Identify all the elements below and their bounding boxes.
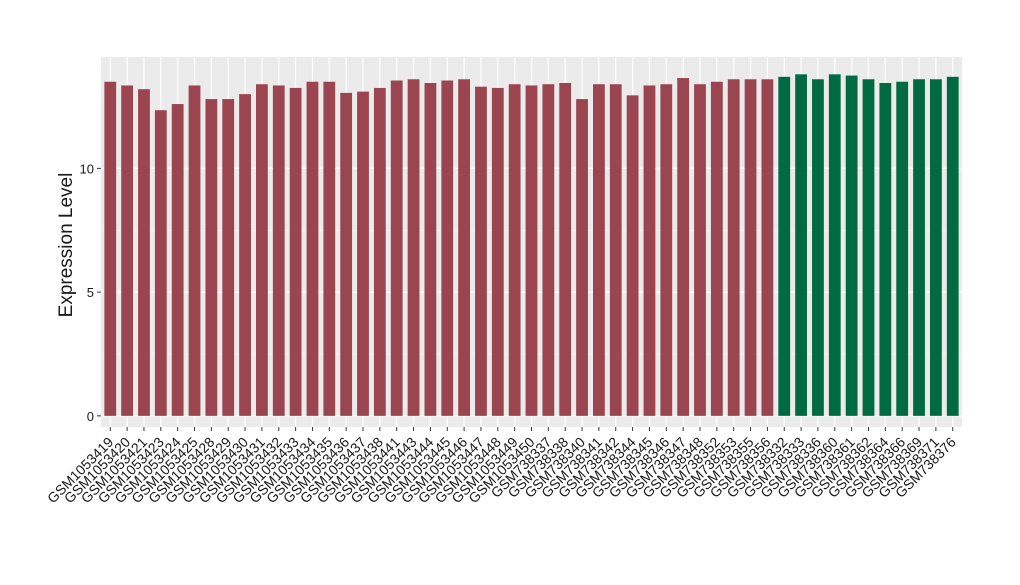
bar <box>390 80 403 416</box>
bar <box>272 85 285 416</box>
bar <box>845 75 858 416</box>
bar <box>778 76 791 416</box>
bar <box>138 89 150 416</box>
bar <box>171 104 184 416</box>
bar <box>475 86 487 416</box>
bar <box>222 99 235 416</box>
bar <box>357 91 369 416</box>
bar <box>525 85 538 416</box>
bar <box>795 74 807 416</box>
y-tick-label: 0 <box>87 409 94 424</box>
bar <box>289 87 302 416</box>
bars <box>104 74 959 416</box>
bar <box>677 78 690 416</box>
bar <box>626 95 639 416</box>
bar <box>946 76 959 416</box>
bar <box>828 74 841 416</box>
bar <box>373 87 386 416</box>
bar <box>643 85 656 416</box>
bar <box>508 84 521 416</box>
bar <box>913 79 925 416</box>
bar <box>306 81 319 416</box>
bar <box>862 79 875 416</box>
bar <box>154 110 167 416</box>
bar <box>609 84 622 416</box>
bar <box>239 94 251 416</box>
bar <box>441 80 454 416</box>
bar <box>407 79 420 416</box>
bar <box>744 79 757 416</box>
bar <box>761 79 774 416</box>
bar <box>256 84 268 416</box>
bar <box>593 84 605 416</box>
bar <box>710 81 723 416</box>
bar <box>896 81 909 416</box>
bar <box>660 84 673 416</box>
bar <box>694 84 706 416</box>
bar <box>491 87 504 416</box>
bar <box>323 81 336 416</box>
bar <box>424 82 437 416</box>
bar <box>188 85 201 416</box>
bar <box>879 82 892 416</box>
bar <box>812 79 824 416</box>
bar <box>340 92 353 416</box>
bar <box>727 79 740 416</box>
bar <box>205 99 218 416</box>
y-tick-label: 10 <box>80 161 94 176</box>
bar <box>121 85 134 416</box>
bar <box>576 99 588 416</box>
axes: 0510GSM1053419GSM1053420GSM1053421GSM105… <box>44 161 959 506</box>
y-axis-title: Expression Level <box>56 173 77 318</box>
bar <box>458 79 470 416</box>
bar <box>542 84 555 416</box>
bar <box>929 79 942 416</box>
bar <box>559 82 572 416</box>
bar <box>104 81 117 416</box>
y-tick-label: 5 <box>87 285 94 300</box>
